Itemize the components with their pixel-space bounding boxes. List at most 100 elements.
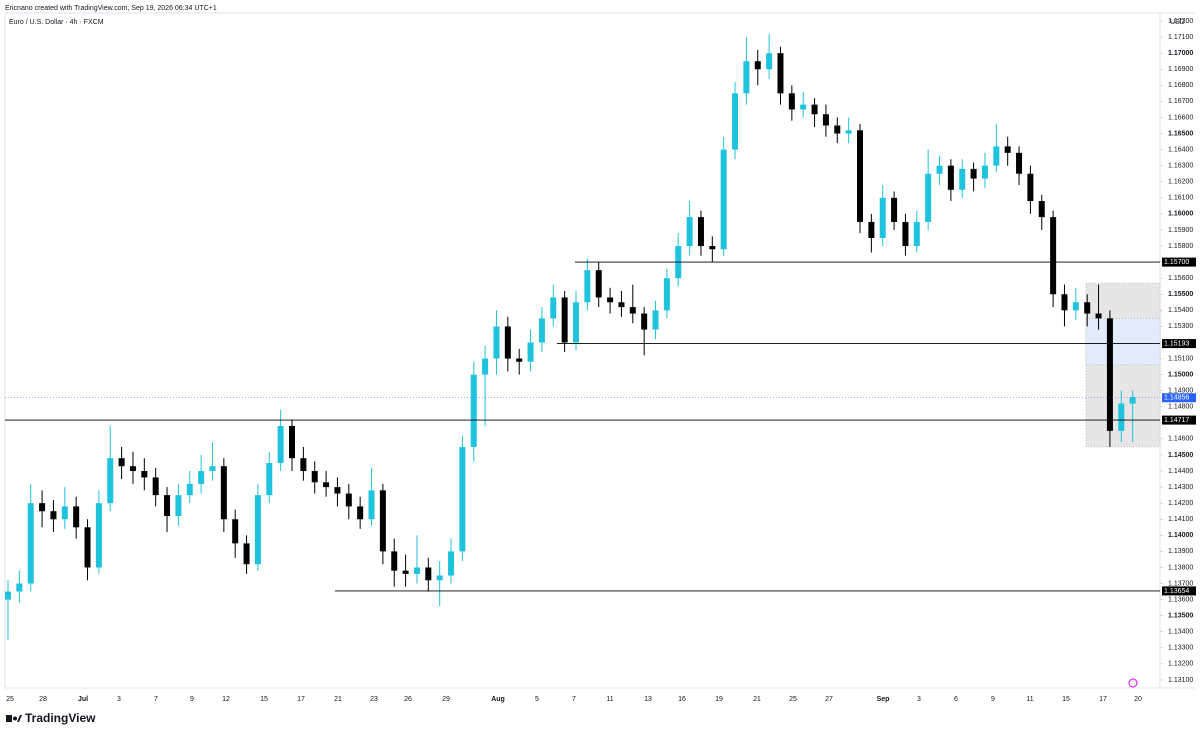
candle-body <box>448 551 455 576</box>
candle-body <box>413 567 420 574</box>
candle-body <box>1038 201 1045 218</box>
y-tick-label: 1.15400 <box>1168 307 1193 314</box>
y-tick-label: 1.16300 <box>1168 163 1193 170</box>
candle-body <box>902 221 909 247</box>
x-tick-label: 11 <box>606 696 613 703</box>
y-tick-label: 1.17200 <box>1168 18 1193 25</box>
x-tick-label: 19 <box>715 696 723 703</box>
candle-body <box>686 217 693 247</box>
candle-body <box>800 104 807 110</box>
tv-logo: TradingView <box>6 711 96 725</box>
last-price-box <box>1162 393 1196 403</box>
candle-body <box>141 471 148 478</box>
candle-body <box>379 490 386 552</box>
candle-body <box>981 165 988 179</box>
alert-icon[interactable] <box>1128 678 1138 688</box>
candle-body <box>845 130 852 134</box>
logo-text: TradingView <box>25 711 96 725</box>
x-tick-label: 17 <box>1099 696 1107 703</box>
y-tick-label: 1.16800 <box>1168 82 1193 89</box>
x-tick-label: 25 <box>789 696 797 703</box>
candle-body <box>663 278 670 311</box>
currency: USD <box>1170 19 1185 26</box>
candle-body <box>697 217 704 247</box>
y-tick-label: 1.15900 <box>1168 227 1193 234</box>
candle-body <box>970 168 977 179</box>
x-tick-label: 26 <box>404 696 412 703</box>
candle-body <box>493 326 500 359</box>
candle-body <box>1027 173 1034 202</box>
y-tick-label: 1.17100 <box>1168 34 1193 41</box>
x-tick-label: 16 <box>678 696 686 703</box>
candle-body <box>822 114 829 126</box>
candle-body <box>913 221 920 247</box>
candle-body <box>834 125 841 134</box>
y-tick-label: 1.13900 <box>1168 548 1193 555</box>
candle-body <box>129 466 136 472</box>
candle-body <box>527 342 534 362</box>
candle-body <box>732 93 739 150</box>
candle-body <box>618 302 625 308</box>
level-label-box <box>1162 415 1196 425</box>
candle-body <box>788 93 795 110</box>
candle-body <box>504 326 511 359</box>
candle-body <box>1106 318 1113 431</box>
candle-body <box>652 310 659 330</box>
y-tick-label: 1.14400 <box>1168 468 1193 475</box>
x-tick-label: 7 <box>154 696 158 703</box>
candle-body <box>436 575 443 581</box>
y-tick-label: 1.13100 <box>1168 677 1193 684</box>
candle-body <box>16 583 23 592</box>
candle-body <box>925 173 932 222</box>
x-tick-label: 21 <box>753 696 761 703</box>
x-tick-label: 9 <box>991 696 995 703</box>
candle-body <box>993 146 1000 166</box>
candle-body <box>777 53 784 94</box>
candle-body <box>220 466 227 520</box>
candle-body <box>482 358 489 375</box>
candle-body <box>891 197 898 222</box>
y-tick-label: 1.14800 <box>1168 404 1193 411</box>
candle-body <box>345 493 352 507</box>
candle-body <box>5 591 11 600</box>
y-tick-label: 1.16400 <box>1168 146 1193 153</box>
candle-body <box>95 503 102 568</box>
candle-body <box>232 519 239 544</box>
x-tick-label: 3 <box>917 696 921 703</box>
candle-body <box>459 446 466 552</box>
candle-body <box>84 527 91 568</box>
candle-body <box>516 358 523 362</box>
y-tick-label: 1.13600 <box>1168 596 1193 603</box>
candle-body <box>357 506 364 520</box>
y-tick-label: 1.17000 <box>1168 50 1193 57</box>
y-tick-label: 1.14900 <box>1168 388 1193 395</box>
candle-body <box>811 104 818 115</box>
zone-inner <box>1085 318 1161 366</box>
level-label: 1.15193 <box>1164 340 1189 347</box>
candle-body <box>720 149 727 250</box>
candle-body <box>323 482 330 488</box>
candle-body <box>334 487 341 494</box>
candle-body <box>959 168 966 190</box>
candle-body <box>118 458 125 467</box>
x-tick-label: 11 <box>1026 696 1033 703</box>
candle-body <box>39 503 46 512</box>
candle-body <box>868 221 875 238</box>
y-tick-label: 1.13300 <box>1168 645 1193 652</box>
x-tick-label: 12 <box>222 696 230 703</box>
candle-body <box>879 197 886 238</box>
candle-body <box>1129 397 1136 404</box>
y-tick-label: 1.15000 <box>1168 371 1193 378</box>
candle-body <box>164 495 171 517</box>
y-tick-label: 1.15500 <box>1168 291 1193 298</box>
candle-body <box>300 458 307 472</box>
last-price-label: 1.14856 <box>1164 395 1189 402</box>
y-tick-label: 1.15300 <box>1168 323 1193 330</box>
y-tick-label: 1.15800 <box>1168 243 1193 250</box>
candle-body <box>152 477 159 496</box>
y-tick-label: 1.15600 <box>1168 275 1193 282</box>
candle-body <box>243 543 250 565</box>
candle-body <box>573 302 579 343</box>
candle-body <box>50 511 57 520</box>
candle-body <box>641 313 648 330</box>
